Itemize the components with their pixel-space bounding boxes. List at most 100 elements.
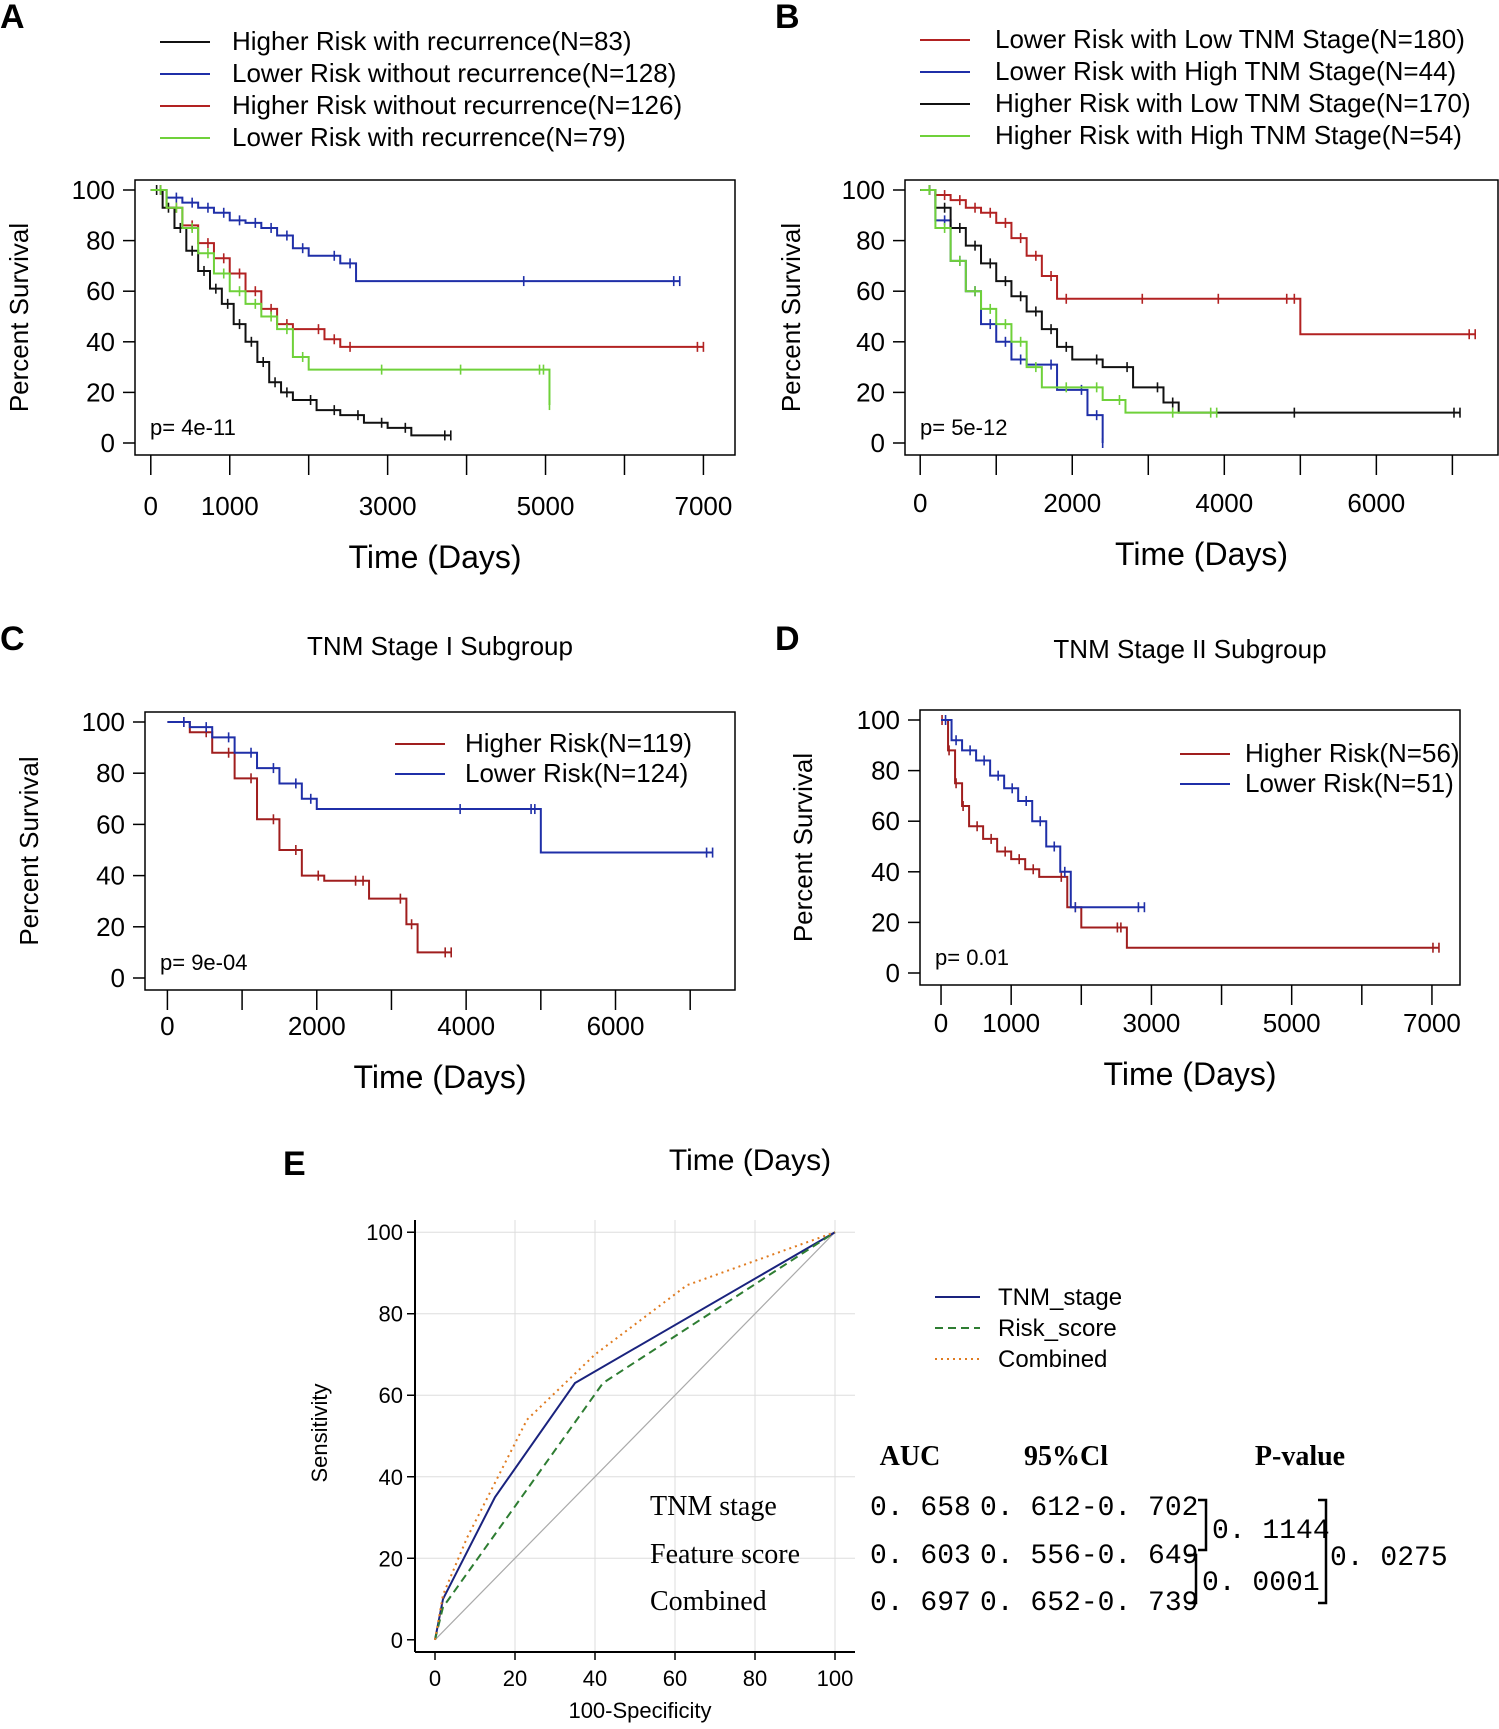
table-header-auc: AUC: [880, 1441, 941, 1472]
table-row-auc: 0. 658: [870, 1493, 971, 1524]
y-tick-label-b: 80: [856, 226, 885, 256]
y-tick-label-d: 0: [886, 958, 900, 988]
y-axis-title-c: Percent Survival: [14, 756, 44, 945]
y-tick-label-b: 60: [856, 276, 885, 306]
p-value-b: p= 5e-12: [920, 415, 1007, 440]
bracket-tnm-feature: [1198, 1498, 1208, 1552]
p-value-a: p= 4e-11: [150, 415, 236, 440]
x-tick-label-d: 5000: [1263, 1008, 1321, 1038]
roc-curve-risk-score: [434, 1231, 836, 1641]
pvalue-feature-vs-combined: 0. 0001: [1202, 1568, 1320, 1599]
x-tick-label-e: 20: [503, 1666, 527, 1691]
legend-label-a-0: Higher Risk with recurrence(N=83): [232, 26, 632, 56]
x-axis-title-e: 100-Specificity: [568, 1698, 711, 1723]
x-tick-label-a: 3000: [359, 491, 417, 521]
x-tick-label-a: 1000: [201, 491, 259, 521]
y-tick-label-d: 40: [871, 857, 900, 887]
x-axis-title-b: Time (Days): [1115, 536, 1288, 572]
y-tick-label-e: 80: [379, 1302, 403, 1327]
y-tick-label-c: 0: [111, 963, 125, 993]
km-curve-a-0: [150, 189, 451, 437]
legend-label-a-3: Lower Risk with recurrence(N=79): [232, 122, 626, 152]
x-tick-label-b: 4000: [1195, 488, 1253, 518]
pvalue-tnm-vs-feature: 0. 1144: [1212, 1516, 1330, 1547]
y-tick-label-e: 20: [379, 1546, 403, 1571]
x-tick-label-d: 3000: [1123, 1008, 1181, 1038]
x-tick-label-b: 0: [913, 488, 927, 518]
y-tick-label-a: 100: [72, 175, 115, 205]
roc-curve-tnm-stage: [434, 1231, 836, 1640]
table-row-ci: 0. 652-0. 739: [980, 1588, 1198, 1619]
legend-label-b-2: Higher Risk with Low TNM Stage(N=170): [995, 88, 1471, 118]
y-tick-label-b: 20: [856, 377, 885, 407]
plot-frame-b: [904, 179, 1499, 456]
y-tick-label-b: 0: [871, 428, 885, 458]
y-tick-label-a: 0: [101, 428, 115, 458]
p-value-c: p= 9e-04: [160, 950, 247, 975]
y-axis-title-e: Sensitivity: [307, 1383, 332, 1482]
km-curve-c-1: [167, 721, 713, 854]
x-tick-label-a: 5000: [517, 491, 575, 521]
km-curve-c-0: [167, 721, 452, 954]
km-curve-b-2: [920, 189, 1460, 414]
y-tick-label-a: 20: [86, 377, 115, 407]
panel-letter-c: C: [0, 620, 25, 658]
y-tick-label-a: 60: [86, 276, 115, 306]
bracket-tnm-combined: [1318, 1498, 1328, 1605]
bracket-feature-combined: [1188, 1553, 1198, 1605]
x-tick-label-a: 0: [144, 491, 158, 521]
y-tick-label-e: 0: [391, 1628, 403, 1653]
table-row-label: Combined: [650, 1586, 767, 1617]
y-tick-label-d: 60: [871, 806, 900, 836]
x-tick-label-e: 60: [663, 1666, 687, 1691]
table-row-ci: 0. 556-0. 649: [980, 1541, 1198, 1572]
km-curve-a-1: [150, 189, 680, 283]
legend-label-b-3: Higher Risk with High TNM Stage(N=54): [995, 120, 1462, 150]
x-axis-title-d: Time (Days): [1103, 1056, 1276, 1092]
y-axis-title-d: Percent Survival: [788, 753, 818, 942]
plot-frame-c: [144, 711, 736, 991]
km-curve-b-3: [920, 189, 1217, 414]
table-header-ci: 95%Cl: [1024, 1441, 1108, 1472]
y-tick-label-a: 80: [86, 226, 115, 256]
panel-title-c: TNM Stage I Subgroup: [307, 631, 573, 661]
x-tick-label-e: 0: [429, 1666, 441, 1691]
y-tick-label-e: 40: [379, 1465, 403, 1490]
y-tick-label-d: 80: [871, 756, 900, 786]
y-tick-label-d: 100: [857, 705, 900, 735]
table-row-label: TNM stage: [650, 1491, 777, 1522]
p-value-d: p= 0.01: [935, 945, 1009, 970]
x-tick-label-d: 0: [934, 1008, 948, 1038]
x-tick-label-c: 4000: [437, 1011, 495, 1041]
x-tick-label-b: 2000: [1043, 488, 1101, 518]
x-tick-label-e: 100: [817, 1666, 854, 1691]
y-tick-label-d: 20: [871, 907, 900, 937]
table-row-auc: 0. 697: [870, 1588, 971, 1619]
y-tick-label-b: 100: [842, 175, 885, 205]
legend-label-b-1: Lower Risk with High TNM Stage(N=44): [995, 56, 1456, 86]
x-axis-title-a: Time (Days): [348, 539, 521, 575]
km-curve-a-3: [150, 189, 551, 406]
y-tick-label-e: 100: [366, 1220, 403, 1245]
x-tick-label-e: 80: [743, 1666, 767, 1691]
panel-letter-a: A: [0, 0, 25, 36]
km-curve-b-0: [920, 189, 1476, 336]
y-tick-label-c: 100: [82, 707, 125, 737]
reference-diagonal: [434, 1231, 836, 1641]
panel-letter-d: D: [775, 620, 800, 658]
y-axis-title-b: Percent Survival: [776, 223, 806, 412]
x-tick-label-e: 40: [583, 1666, 607, 1691]
y-tick-label-c: 40: [96, 861, 125, 891]
y-tick-label-c: 20: [96, 912, 125, 942]
x-tick-label-d: 1000: [982, 1008, 1040, 1038]
panel-letter-e: E: [283, 1145, 306, 1183]
panel-title-d: TNM Stage II Subgroup: [1053, 634, 1326, 664]
roc-legend-label-2: Combined: [998, 1346, 1107, 1373]
km-curve-d-0: [941, 719, 1439, 949]
roc-legend-label-1: Risk_score: [998, 1315, 1117, 1342]
plot-frame-d: [919, 709, 1461, 986]
panel-letter-b: B: [775, 0, 800, 36]
x-tick-label-c: 2000: [288, 1011, 346, 1041]
km-curve-d-1: [941, 719, 1145, 909]
